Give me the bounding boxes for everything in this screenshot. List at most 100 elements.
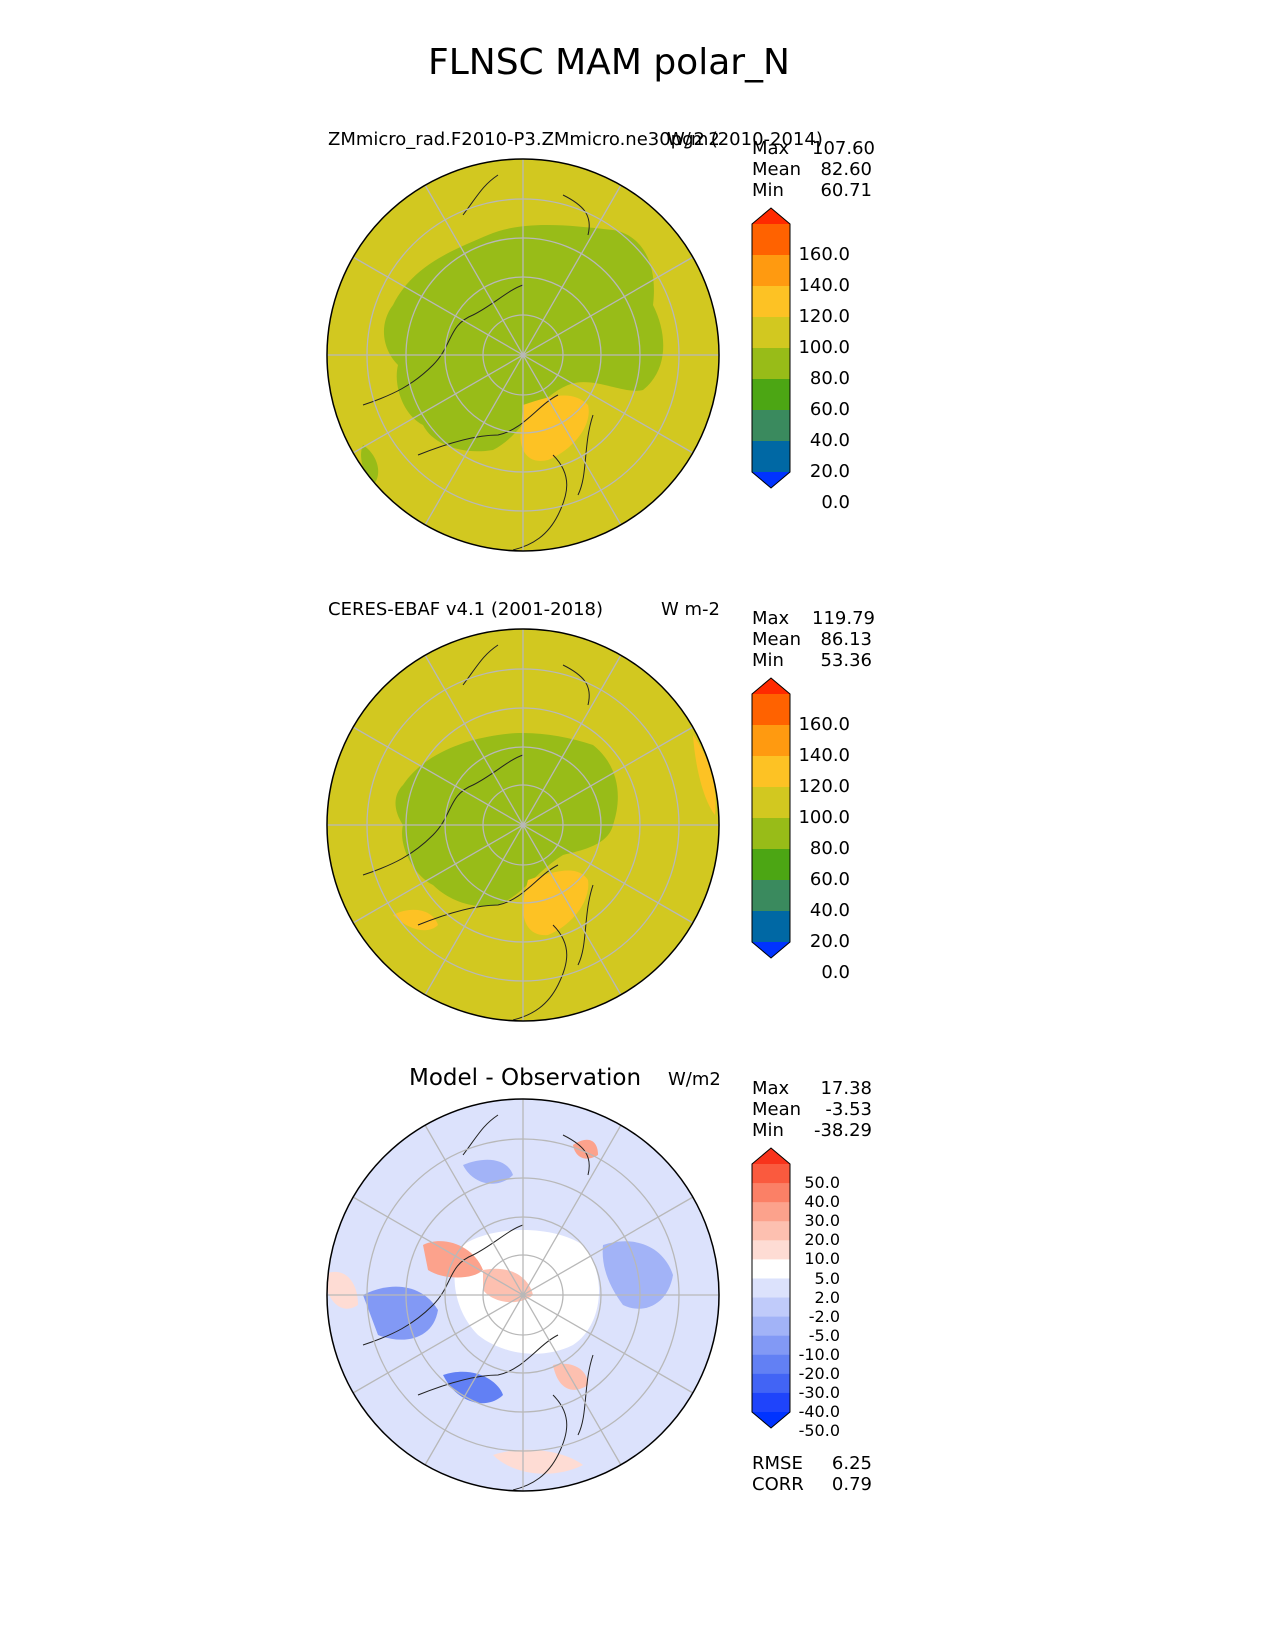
panel2-units: W m-2 [661, 599, 721, 620]
panel3-colorbar-tick-label: 10.0 [804, 1249, 840, 1269]
panel1-colorbar [751, 207, 791, 489]
panel2-graticule [327, 629, 719, 1021]
panel3-blue-patch-d [463, 1159, 513, 1184]
panel3-graticule [327, 1099, 719, 1491]
panel1-colorbar-segment [752, 441, 790, 473]
panel1-colorbar-tick-label: 20.0 [809, 460, 850, 482]
panel3-corr-value: 0.79 [831, 1474, 872, 1495]
panel1-siberia-orange-region [520, 395, 589, 461]
panel2-colorbar-segment [752, 911, 790, 943]
panel2-colorbar-tick-label: 140.0 [798, 744, 850, 766]
panel2-coastlines [362, 644, 594, 1021]
panel3-colorbar-extend-max [752, 1148, 790, 1164]
panel2-colorbar-segment [752, 694, 790, 726]
panel3-colorbar-segment [752, 1221, 790, 1241]
panel2-east-orange [693, 735, 716, 815]
panel2-mean-value: 86.13 [820, 629, 872, 650]
panel3-colorbar-segment [752, 1354, 790, 1375]
panel2-siberia-orange-region [522, 870, 589, 936]
panel1-colorbar-tick-label: 80.0 [809, 367, 850, 389]
panel3-colorbar-segment [752, 1335, 790, 1356]
panel3-max-value: 17.38 [820, 1078, 872, 1099]
panel2-colorbar-extend-min [752, 942, 790, 958]
panel3-colorbar-extend-min [752, 1412, 790, 1428]
panel1-colorbar-tick-label: 160.0 [798, 243, 850, 265]
panel3-rmse-label: RMSE [752, 1453, 803, 1474]
panel3-min-label: Min [752, 1120, 784, 1141]
panel1-max-label: Max [752, 138, 790, 159]
panel3-colorbar-segment [752, 1278, 790, 1299]
panel3-colorbar-segment [752, 1183, 790, 1203]
panel3-colorbar-tick-label: -50.0 [798, 1421, 840, 1441]
panel2-max-value: 119.79 [812, 608, 875, 629]
panel2-min-value: 53.36 [820, 650, 872, 671]
panel3-red-patch-f [493, 1449, 583, 1474]
panel2-map-border [326, 628, 720, 1022]
panel3-mean-value: -3.53 [825, 1099, 872, 1120]
panel3-colorbar-segment [752, 1392, 790, 1413]
panel1-min-value: 60.71 [820, 180, 872, 201]
panel3-red-patch-c [327, 1271, 358, 1309]
panel1-colorbar-extend-min [752, 472, 790, 488]
panel3-rmse-value: 6.25 [831, 1453, 872, 1474]
panel3-colorbar-outline [751, 1147, 791, 1429]
panel2-colorbar-segment [752, 787, 790, 819]
panel3-colorbar-segment [752, 1373, 790, 1394]
panel3-colorbar-tick-label: -2.0 [808, 1306, 840, 1326]
panel2-colorbar [751, 677, 791, 959]
panel1-mean-label: Mean [752, 159, 802, 180]
panel2-colorbar-segment [752, 756, 790, 788]
panel2-arctic-green-region [395, 733, 618, 907]
panel1-map-border [326, 158, 720, 552]
panel1-polar-map [326, 158, 720, 552]
panel1-colorbar-tick-label: 120.0 [798, 305, 850, 327]
panel1-colorbar-tick-label: 140.0 [798, 274, 850, 296]
panel1-units: W/m2 [667, 129, 720, 150]
panel3-title: Model - Observation [409, 1065, 642, 1091]
panel3-colorbar-segment [752, 1164, 790, 1184]
panel3-colorbar-tick-label: -30.0 [798, 1383, 840, 1402]
panel2-colorbar-tick-label: 80.0 [809, 837, 850, 859]
panel3-colorbar-tick-label: -10.0 [798, 1344, 840, 1364]
panel2-colorbar-tick-label: 120.0 [798, 775, 850, 797]
panel1-colorbar-tick-label: 0.0 [821, 491, 850, 513]
panel1-colorbar-segment [752, 379, 790, 411]
panel2-polar-map [326, 628, 720, 1022]
panel3-map-border [326, 1098, 720, 1492]
panel2-colorbar-extend-max [752, 678, 790, 694]
panel2-min-label: Min [752, 650, 784, 671]
panel3-colorbar-tick-label: -5.0 [808, 1325, 840, 1345]
panel2-scandinavia-orange [393, 909, 438, 931]
panel3-colorbar-segment [752, 1259, 790, 1279]
panel3-colorbar [751, 1147, 791, 1429]
panel1-mean-value: 82.60 [820, 159, 872, 180]
panel2-title: CERES-EBAF v4.1 (2001-2018) [328, 599, 604, 620]
panel3-blue-patch-c [443, 1371, 503, 1404]
panel1-colorbar-tick-label: 40.0 [809, 429, 850, 451]
panel2-colorbar-tick-label: 40.0 [809, 899, 850, 921]
panel3-colorbar-segment [752, 1297, 790, 1318]
panel3-units: W/m2 [668, 1069, 721, 1090]
panel3-colorbar-tick-label: 30.0 [804, 1211, 840, 1231]
panel3-colorbar-segment [752, 1316, 790, 1337]
panel3-corr-label: CORR [752, 1474, 804, 1495]
panel2-colorbar-tick-label: 60.0 [809, 868, 850, 890]
panel2-colorbar-segment [752, 818, 790, 850]
panel1-colorbar-segment [752, 317, 790, 349]
panel2-colorbar-tick-label: 160.0 [798, 713, 850, 735]
panel3-red-patch-e [573, 1139, 598, 1159]
panel1-colorbar-segment [752, 410, 790, 442]
panel3-colorbar-tick-label: 20.0 [804, 1230, 840, 1250]
panel2-colorbar-outline [751, 677, 791, 959]
panel2-colorbar-segment [752, 849, 790, 881]
panel3-polar-map [326, 1098, 720, 1492]
panel3-colorbar-tick-label: -20.0 [798, 1363, 840, 1383]
panel2-max-label: Max [752, 608, 790, 629]
panel1-colorbar-tick-label: 100.0 [798, 336, 850, 358]
panel1-colorbar-segment [752, 255, 790, 287]
panel2-colorbar-tick-label: 0.0 [821, 961, 850, 983]
panel1-min-label: Min [752, 180, 784, 201]
panel3-min-value: -38.29 [813, 1120, 872, 1141]
panel3-max-label: Max [752, 1078, 790, 1099]
panel1-colorbar-tick-label: 60.0 [809, 398, 850, 420]
